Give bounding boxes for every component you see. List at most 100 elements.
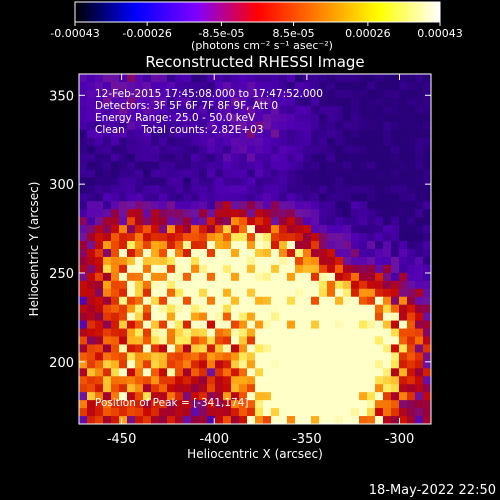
heatmap-cell: [223, 145, 232, 155]
heatmap-cell: [263, 161, 272, 171]
heatmap-cell: [215, 344, 224, 353]
heatmap-cell: [191, 312, 200, 322]
heatmap-cell: [143, 241, 152, 250]
heatmap-cell: [167, 256, 176, 266]
heatmap-cell: [183, 169, 192, 178]
heatmap-cell: [279, 344, 288, 353]
heatmap-cell: [375, 153, 384, 163]
heatmap-cell: [135, 225, 144, 234]
heatmap-cell: [151, 408, 160, 417]
heatmap-cell: [135, 249, 144, 258]
heatmap-cell: [127, 256, 136, 266]
heatmap-cell: [127, 129, 136, 139]
heatmap-cell: [359, 304, 368, 314]
heatmap-cell: [79, 368, 88, 377]
heatmap-cell: [159, 256, 168, 266]
heatmap-cell: [111, 209, 120, 218]
heatmap-cell: [215, 241, 224, 250]
heatmap-cell: [95, 74, 104, 83]
heatmap-cell: [279, 185, 288, 194]
heatmap-cell: [95, 209, 104, 218]
heatmap-cell: [279, 193, 288, 202]
heatmap-cell: [111, 201, 120, 210]
heatmap-cell: [359, 233, 368, 242]
heatmap-cell: [239, 169, 248, 178]
heatmap-cell: [159, 416, 168, 424]
heatmap-cell: [215, 129, 224, 139]
heatmap-cell: [167, 185, 176, 194]
heatmap-cell: [351, 121, 360, 131]
heatmap-cell: [399, 336, 408, 346]
heatmap-cell: [263, 121, 272, 131]
heatmap-cell: [231, 105, 240, 115]
heatmap-cell: [391, 288, 400, 298]
heatmap-cell: [167, 209, 176, 218]
heatmap-cell: [111, 360, 120, 369]
heatmap-cell: [311, 416, 320, 424]
heatmap-cell: [351, 336, 360, 346]
heatmap-cell: [119, 384, 128, 393]
heatmap-cell: [119, 209, 128, 218]
heatmap-cell: [95, 81, 104, 91]
heatmap-cell: [143, 296, 152, 306]
heatmap-cell: [271, 416, 280, 424]
heatmap-cell: [79, 193, 88, 202]
heatmap-cell: [119, 97, 128, 107]
heatmap-cell: [231, 113, 240, 123]
heatmap-cell: [167, 129, 176, 139]
heatmap-cell: [415, 97, 424, 107]
heatmap-cell: [319, 288, 328, 298]
heatmap-cell: [311, 256, 320, 266]
heatmap-cell: [391, 312, 400, 322]
heatmap-cell: [159, 97, 168, 107]
heatmap-cell: [375, 360, 384, 369]
heatmap-cell: [383, 392, 392, 401]
heatmap-cell: [95, 360, 104, 369]
heatmap-cell: [383, 121, 392, 131]
heatmap-cell: [399, 408, 408, 417]
heatmap-cell: [279, 400, 288, 409]
heatmap-cell: [95, 344, 104, 353]
heatmap-cell: [135, 217, 144, 226]
heatmap-cell: [367, 177, 376, 186]
heatmap-cell: [151, 217, 160, 226]
heatmap-cell: [407, 344, 416, 353]
heatmap-cell: [191, 408, 200, 417]
heatmap-cell: [351, 209, 360, 218]
heatmap-cell: [183, 89, 192, 99]
heatmap-cell: [327, 129, 336, 139]
heatmap-cell: [327, 272, 336, 282]
heatmap-cell: [135, 344, 144, 353]
heatmap-cell: [95, 137, 104, 147]
heatmap-cell: [351, 392, 360, 401]
heatmap-cell: [327, 89, 336, 99]
heatmap-cell: [111, 408, 120, 417]
heatmap-cell: [119, 264, 128, 274]
heatmap-cell: [279, 153, 288, 163]
heatmap-cell: [279, 368, 288, 377]
heatmap-cell: [287, 392, 296, 401]
heatmap-cell: [223, 256, 232, 266]
heatmap-cell: [119, 400, 128, 409]
heatmap-cell: [295, 225, 304, 234]
heatmap-cell: [231, 256, 240, 266]
heatmap-cell: [359, 193, 368, 202]
heatmap-cell: [271, 256, 280, 266]
heatmap-cell: [95, 336, 104, 346]
heatmap-cell: [183, 408, 192, 417]
heatmap-cell: [287, 280, 296, 290]
heatmap-cell: [271, 129, 280, 139]
heatmap-cell: [383, 296, 392, 306]
heatmap-cell: [287, 193, 296, 202]
heatmap-cell: [351, 416, 360, 424]
heatmap-cell: [311, 113, 320, 123]
heatmap-cell: [247, 376, 256, 385]
heatmap-cell: [303, 400, 312, 409]
heatmap-cell: [287, 97, 296, 107]
heatmap-cell: [191, 105, 200, 115]
heatmap-cell: [127, 272, 136, 282]
heatmap-cell: [175, 177, 184, 186]
heatmap-cell: [415, 352, 424, 361]
heatmap-cell: [135, 169, 144, 178]
heatmap-cell: [183, 400, 192, 409]
